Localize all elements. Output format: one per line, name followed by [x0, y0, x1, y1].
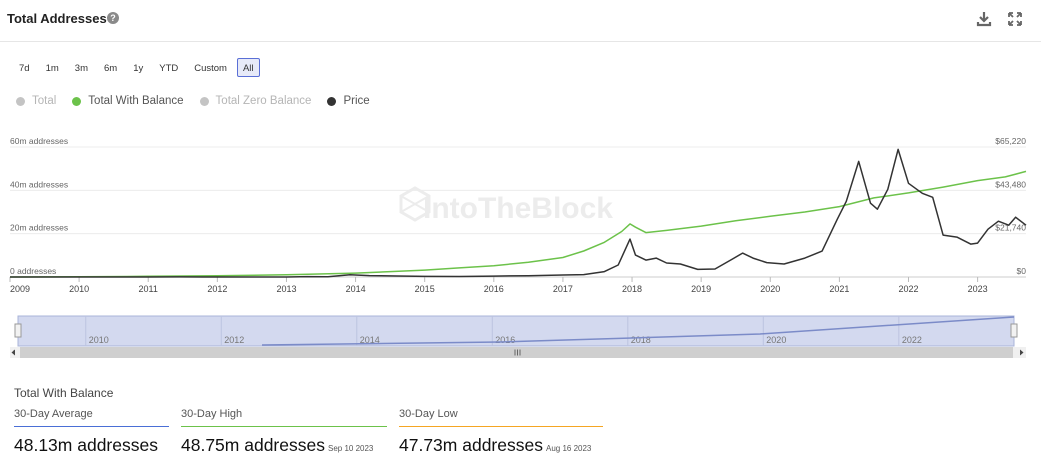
stats-title: Total With Balance: [14, 386, 114, 400]
y-right-tick-label: $0: [1017, 266, 1027, 276]
y-left-tick-label: 60m addresses: [10, 136, 68, 146]
stat-label: 30-Day Average: [14, 408, 93, 420]
stat-value: 47.73m addresses Aug 16 2023: [399, 435, 603, 456]
watermark: IntoTheBlock: [423, 192, 613, 225]
stat-date: Aug 16 2023: [545, 444, 592, 453]
stat-value-text: 48.75m addresses: [181, 435, 325, 455]
navigator-tick-label: 2014: [360, 335, 380, 345]
scroll-left-icon[interactable]: [11, 349, 16, 356]
x-tick-label: 2020: [760, 284, 780, 294]
navigator-scrollbar-thumb[interactable]: [20, 347, 1013, 358]
y-right-tick-label: $65,220: [995, 136, 1026, 146]
range-button-ytd[interactable]: YTD: [153, 58, 185, 77]
watermark-logo-icon: [399, 186, 431, 222]
range-navigator[interactable]: 2010 2012 2014 2016 2018 2020 2022: [0, 312, 1041, 362]
download-icon[interactable]: [975, 10, 993, 28]
navigator-ticks: 2010 2012 2014 2016 2018 2020 2022: [85, 316, 922, 346]
y-axis-labels: 0 addresses 20m addresses 40m addresses 60m…: [10, 136, 1026, 276]
x-tick-label: 2019: [691, 284, 711, 294]
scrollbar-grip-icon: [514, 349, 521, 356]
y-right-tick-label: $21,740: [995, 223, 1026, 233]
chart-series: [9, 148, 1027, 278]
range-button-3m[interactable]: 3m: [68, 58, 94, 77]
page-title: Total Addresses: [7, 11, 107, 26]
navigator-tick-label: 2016: [495, 335, 515, 345]
range-button-1y[interactable]: 1y: [127, 58, 150, 77]
legend-item-total[interactable]: Total: [16, 95, 56, 107]
x-tick-label: 2014: [346, 284, 366, 294]
legend-item-total-with-balance[interactable]: Total With Balance: [72, 95, 184, 107]
legend-dot-icon: [199, 96, 209, 106]
x-tick-label: 2018: [622, 284, 642, 294]
chart-header: Total Addresses ?: [0, 0, 1041, 42]
navigator-tick-label: 2018: [631, 335, 651, 345]
legend-item-price[interactable]: Price: [327, 95, 370, 107]
stat-label: 30-Day High: [181, 408, 243, 420]
stat-date: Sep 10 2023: [327, 444, 374, 453]
stat-underline: [14, 426, 169, 427]
y-left-tick-label: 20m addresses: [10, 223, 68, 233]
stat-value-text: 48.13m addresses: [14, 435, 158, 455]
navigator-tick-label: 2010: [89, 335, 109, 345]
chart-legend: Total Total With Balance Total Zero Balanc…: [16, 95, 370, 107]
range-button-7d[interactable]: 7d: [13, 58, 36, 77]
series-line-price: [10, 148, 1027, 278]
legend-label: Total: [32, 95, 57, 107]
scroll-right-icon[interactable]: [1020, 349, 1024, 356]
x-tick-label: 2015: [415, 284, 435, 294]
x-tick-label: 2012: [207, 284, 227, 294]
x-tick-label: 2021: [829, 284, 849, 294]
x-tick-label: 2010: [69, 284, 89, 294]
x-tick-label: 2009: [10, 284, 30, 294]
range-button-1m[interactable]: 1m: [39, 58, 65, 77]
x-tick-label: 2022: [898, 284, 918, 294]
series-line-total-with-balance: [9, 170, 1027, 278]
legend-label: Total With Balance: [88, 95, 184, 107]
navigator-tick-label: 2020: [766, 335, 786, 345]
legend-dot-icon: [72, 96, 82, 106]
x-tick-label: 2011: [139, 284, 158, 294]
stat-30-day-average: 30-Day Average 48.13m addresses: [14, 408, 169, 456]
x-axis-labels: 2009 2010 2011 2012 2013 2014 2015 2016 2017 2018…: [9, 277, 988, 294]
stat-underline: [181, 426, 387, 427]
stat-underline: [399, 426, 603, 427]
y-right-tick-label: $43,480: [995, 179, 1026, 189]
y-left-tick-label: 40m addresses: [10, 179, 68, 189]
navigator-series: [261, 316, 1015, 346]
x-tick-label: 2016: [484, 284, 504, 294]
range-button-all[interactable]: All: [236, 58, 260, 77]
stat-label: 30-Day Low: [399, 408, 458, 420]
navigator-tick-label: 2012: [224, 335, 244, 345]
stat-value-text: 47.73m addresses: [399, 435, 543, 455]
stat-30-day-high: 30-Day High 48.75m addresses Sep 10 2023: [181, 408, 387, 456]
line-chart: IntoTheBlock 0 addresses 20m addresses 40m…: [9, 136, 1027, 294]
legend-label: Price: [343, 95, 370, 107]
navigator-handle-right[interactable]: [1010, 323, 1018, 338]
range-button-6m[interactable]: 6m: [97, 58, 124, 77]
legend-dot-icon: [16, 96, 25, 106]
legend-dot-icon: [327, 96, 337, 106]
legend-label: Total Zero Balance: [215, 95, 312, 107]
range-button-custom[interactable]: Custom: [188, 58, 233, 77]
stat-30-day-low: 30-Day Low 47.73m addresses Aug 16 2023: [399, 408, 603, 456]
x-tick-label: 2017: [553, 284, 573, 294]
range-selector: 7d 1m 3m 6m 1y YTD Custom All: [13, 58, 260, 77]
x-tick-label: 2023: [968, 284, 988, 294]
chart-grid: [10, 146, 1026, 278]
legend-item-total-zero-balance[interactable]: Total Zero Balance: [199, 95, 312, 107]
y-left-tick-label: 0 addresses: [10, 266, 56, 276]
x-tick-label: 2013: [276, 284, 296, 294]
stat-value: 48.75m addresses Sep 10 2023: [181, 435, 387, 456]
navigator-tick-label: 2022: [902, 335, 922, 345]
stat-value: 48.13m addresses: [14, 435, 169, 456]
navigator-handle-left[interactable]: [14, 323, 22, 338]
help-icon[interactable]: ?: [107, 12, 119, 24]
fullscreen-icon[interactable]: [1006, 10, 1024, 28]
